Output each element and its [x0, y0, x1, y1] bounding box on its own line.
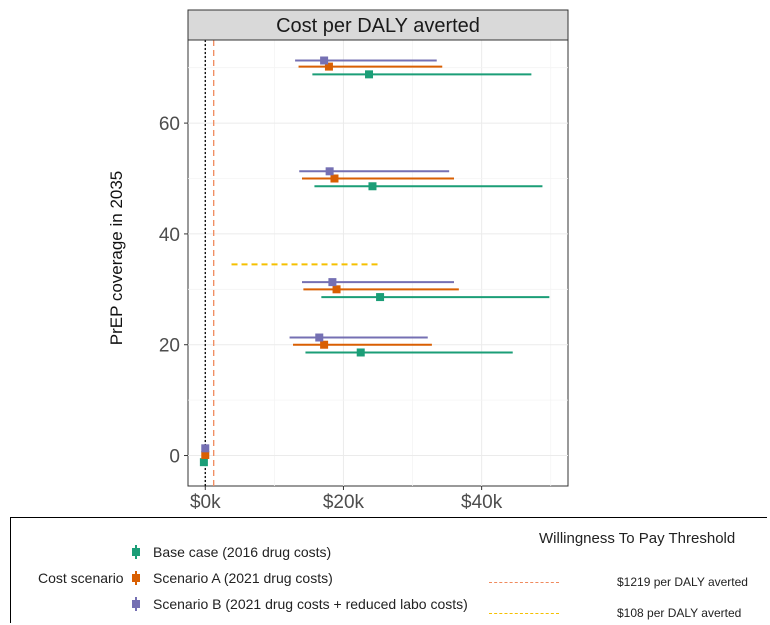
wtp-legend-title: Willingness To Pay Threshold: [539, 530, 736, 547]
x-tick-label-2: $40k: [461, 492, 503, 513]
point-s1-p3: [330, 174, 339, 183]
facet-strip: [187, 9, 569, 41]
panel-background: [187, 39, 569, 487]
y-tick-label-3: 60: [159, 114, 180, 135]
wtp-label-1219: $1219 per DALY averted: [617, 575, 748, 589]
point-s2-p2: [328, 278, 337, 287]
legend-item-scenario-a: Scenario A (2021 drug costs): [129, 569, 333, 587]
point-s2-p0: [201, 444, 210, 453]
point-s1-p0: [201, 450, 210, 459]
y-tick-label-2: 40: [159, 225, 180, 246]
point-s1-p4: [324, 62, 333, 71]
point-s2-p3: [325, 167, 334, 176]
chart-marks: [199, 56, 550, 467]
point-s0-p0: [199, 458, 208, 467]
legend-title: Cost scenario: [38, 570, 124, 586]
wtp-legend-item-1219: $1219 per DALY averted: [489, 574, 748, 590]
x-tick-label-1: $20k: [323, 492, 365, 513]
legend-key-scenario-b: [129, 597, 143, 611]
point-s0-p2: [376, 293, 385, 302]
wtp-legend-item-108: $108 per DALY averted: [489, 605, 741, 621]
y-axis-title: PrEP coverage in 2035: [107, 171, 126, 346]
x-tick-label-0: $0k: [190, 492, 221, 513]
legend-label-scenario-b: Scenario B (2021 drug costs + reduced la…: [153, 596, 468, 612]
legend-item-base-case: Base case (2016 drug costs): [129, 543, 331, 561]
point-s0-p4: [365, 70, 374, 79]
y-axis: 0 20 40 60: [159, 114, 188, 468]
legend-key-scenario-a: [129, 571, 143, 585]
wtp-label-108: $108 per DALY averted: [617, 606, 742, 620]
legend-label-scenario-a: Scenario A (2021 drug costs): [153, 570, 333, 586]
chart: Cost per DALY averted $0k $20k $40k 0 20 40 6…: [107, 9, 569, 513]
point-s1-p1: [320, 340, 329, 349]
point-s2-p1: [315, 333, 324, 342]
legend-key-base-case: [129, 545, 143, 559]
y-tick-label-1: 20: [159, 336, 180, 357]
legend-item-scenario-b: Scenario B (2021 drug costs + reduced la…: [129, 595, 468, 613]
point-s2-p4: [320, 56, 329, 65]
reference-lines: [204, 40, 378, 486]
legend: Cost scenario Base case (2016 drug costs…: [10, 517, 767, 623]
y-tick-label-0: 0: [169, 447, 180, 468]
grid: [188, 40, 568, 486]
point-s0-p1: [356, 348, 365, 357]
legend-label-base-case: Base case (2016 drug costs): [153, 544, 332, 560]
point-s1-p2: [332, 285, 341, 294]
wtp-line-1219: [489, 581, 559, 583]
point-s0-p3: [368, 182, 377, 191]
x-axis: $0k $20k $40k: [190, 486, 503, 513]
wtp-line-108: [489, 612, 559, 614]
chart-title: Cost per DALY averted: [276, 15, 480, 37]
